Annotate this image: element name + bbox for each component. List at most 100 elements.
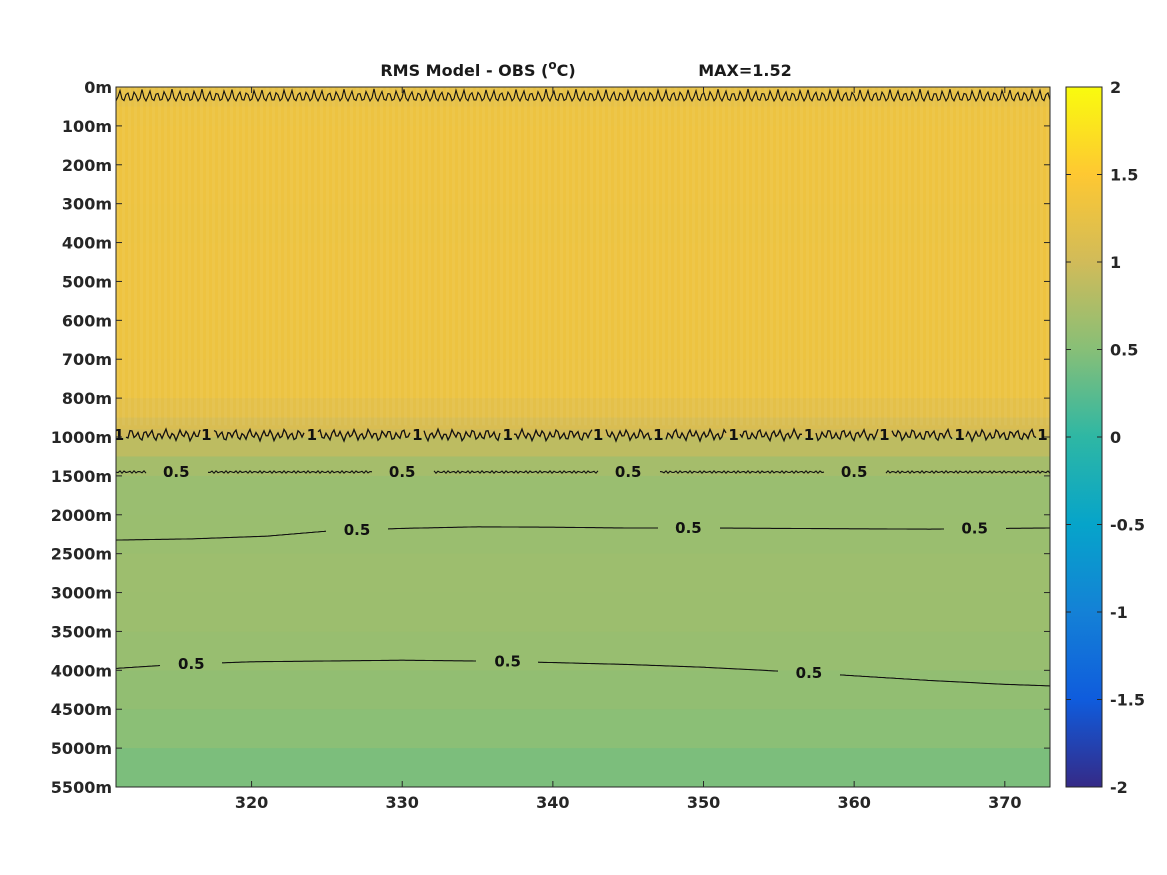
heatmap-stripe	[662, 87, 665, 426]
heatmap-stripe	[512, 87, 515, 426]
heatmap-stripe	[434, 87, 437, 426]
heatmap-stripe	[1040, 87, 1043, 426]
heatmap-stripe	[668, 87, 671, 426]
heatmap-stripe	[332, 87, 335, 426]
y-tick-label: 200m	[62, 156, 112, 175]
heatmap-stripe	[116, 87, 119, 426]
y-tick-label: 1000m	[51, 428, 112, 447]
heatmap-stripe	[296, 87, 299, 426]
title-unit-superscript: o	[548, 58, 556, 72]
heatmap-stripe	[338, 87, 341, 426]
heatmap-stripe	[398, 87, 401, 426]
heatmap-stripe	[722, 87, 725, 426]
heatmap-stripe	[872, 87, 875, 426]
heatmap-stripe	[476, 87, 479, 426]
heatmap-band	[116, 398, 1050, 419]
heatmap-stripe	[926, 87, 929, 426]
heatmap-stripe	[884, 87, 887, 426]
heatmap-band	[116, 125, 1050, 166]
heatmap-stripe	[932, 87, 935, 426]
contour-line-1	[116, 87, 1050, 103]
heatmap-stripe	[752, 87, 755, 426]
heatmap-field	[116, 87, 1050, 787]
contour-label: 1	[593, 426, 603, 444]
heatmap-stripe	[170, 87, 173, 426]
heatmap-stripe	[128, 87, 131, 426]
heatmap-stripe	[344, 87, 347, 426]
contour-label: 0.5	[675, 519, 702, 537]
heatmap-stripe	[692, 87, 695, 426]
heatmap-stripe	[146, 87, 149, 426]
heatmap-stripe	[710, 87, 713, 426]
heatmap-stripe	[200, 87, 203, 426]
heatmap-stripe	[734, 87, 737, 426]
heatmap-stripe	[386, 87, 389, 426]
heatmap-stripe	[152, 87, 155, 426]
heatmap-stripe	[980, 87, 983, 426]
heatmap-stripe	[428, 87, 431, 426]
colorbar-tick-label: -1	[1110, 603, 1128, 622]
colorbar-tick-label: 1	[1110, 253, 1121, 272]
heatmap-stripe	[614, 87, 617, 426]
heatmap-stripe	[320, 87, 323, 426]
heatmap-stripe	[998, 87, 1001, 426]
heatmap-stripe	[158, 87, 161, 426]
heatmap-stripe	[314, 87, 317, 426]
heatmap-stripe	[212, 87, 215, 426]
contour-label: 1	[879, 426, 889, 444]
x-tick-label: 320	[235, 793, 268, 812]
heatmap-stripe	[560, 87, 563, 426]
heatmap-stripe	[458, 87, 461, 426]
heatmap-stripe	[206, 87, 209, 426]
heatmap-stripe	[374, 87, 377, 426]
heatmap-stripe	[1004, 87, 1007, 426]
contour-label: 1	[728, 426, 738, 444]
heatmap-band	[116, 203, 1050, 244]
heatmap-stripe	[380, 87, 383, 426]
contour-label: 1	[1037, 426, 1047, 444]
y-tick-label: 2500m	[51, 545, 112, 564]
heatmap-stripe	[494, 87, 497, 426]
heatmap-stripe	[176, 87, 179, 426]
y-tick-label: 500m	[62, 272, 112, 291]
contour-label: 1	[954, 426, 964, 444]
heatmap-stripe	[1034, 87, 1037, 426]
heatmap-band	[116, 106, 1050, 127]
y-axis: 0m100m200m300m400m500m600m700m800m1000m1…	[51, 78, 1050, 797]
x-tick-label: 330	[386, 793, 419, 812]
heatmap-stripe	[554, 87, 557, 426]
y-tick-label: 800m	[62, 389, 112, 408]
x-tick-label: 340	[536, 793, 569, 812]
heatmap-stripe	[422, 87, 425, 426]
heatmap-stripe	[626, 87, 629, 426]
heatmap-stripe	[1010, 87, 1013, 426]
contour-label: 1	[502, 426, 512, 444]
heatmap-stripe	[596, 87, 599, 426]
heatmap-stripe	[584, 87, 587, 426]
heatmap-stripe	[440, 87, 443, 426]
heatmap-band	[116, 514, 1050, 555]
heatmap-stripe	[788, 87, 791, 426]
heatmap-band	[116, 553, 1050, 594]
heatmap-stripe	[800, 87, 803, 426]
heatmap-stripe	[914, 87, 917, 426]
heatmap-band	[116, 281, 1050, 321]
heatmap-stripe	[278, 87, 281, 426]
heatmap-stripe	[956, 87, 959, 426]
heatmap-stripe	[944, 87, 947, 426]
heatmap-stripe	[716, 87, 719, 426]
heatmap-stripe	[224, 87, 227, 426]
heatmap-band	[116, 631, 1050, 671]
heatmap-stripe	[506, 87, 509, 426]
heatmap-stripe	[140, 87, 143, 426]
heatmap-stripe	[1028, 87, 1031, 426]
heatmap-stripe	[896, 87, 899, 426]
heatmap-stripe	[266, 87, 269, 426]
heatmap-band	[116, 242, 1050, 283]
heatmap-stripe	[446, 87, 449, 426]
contour-label: 0.5	[344, 521, 371, 539]
heatmap-stripe	[482, 87, 485, 426]
contour-label: 0.5	[178, 655, 205, 673]
contour-label: 1	[114, 426, 124, 444]
heatmap-stripe	[962, 87, 965, 426]
